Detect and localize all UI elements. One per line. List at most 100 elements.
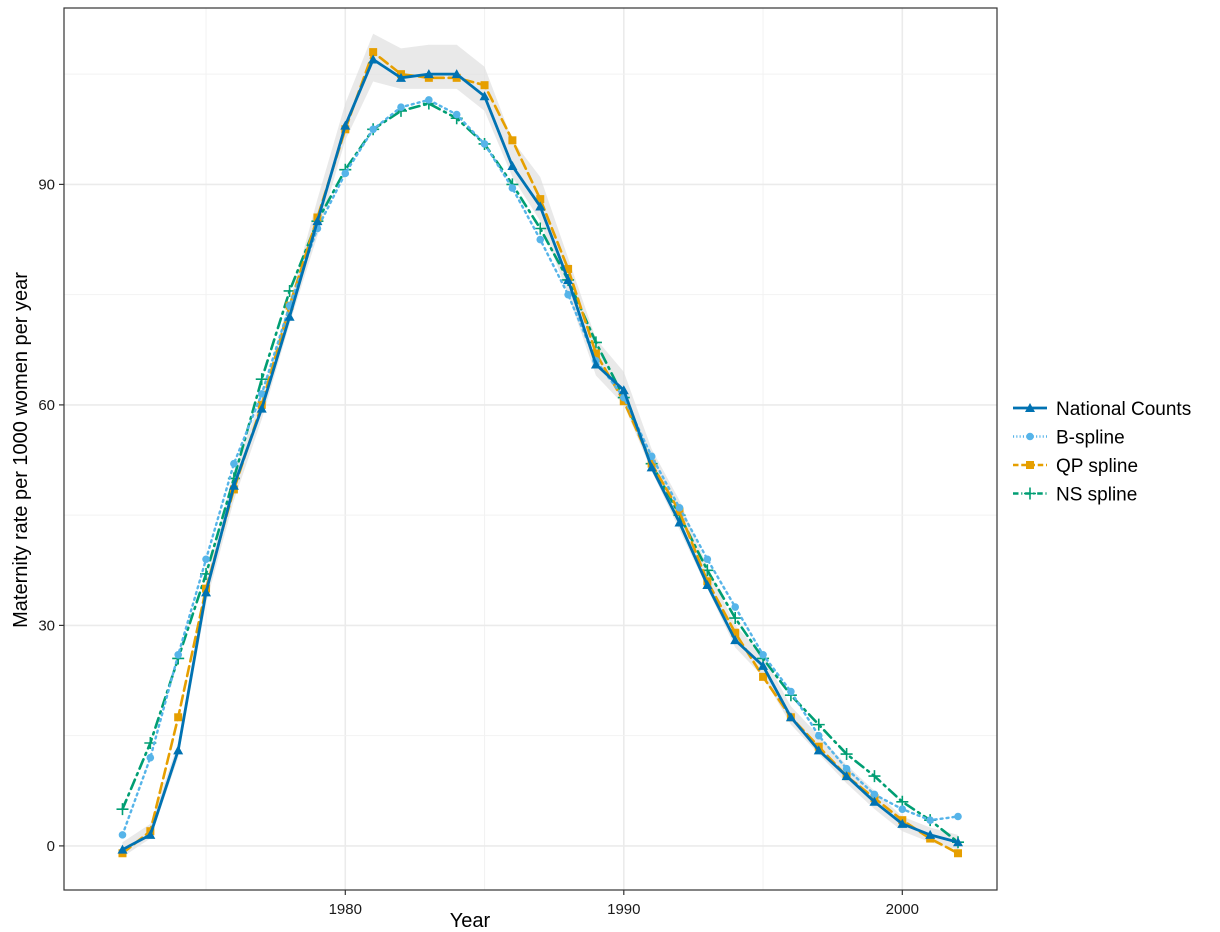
point-national-counts [730,635,741,645]
legend-label: QP spline [1056,456,1138,477]
x-tick-label: 1990 [607,901,640,918]
y-axis-title: Maternity rate per 1000 women per year [10,272,32,628]
point-b-spline [508,184,517,192]
point-national-counts [395,72,406,82]
x-axis-title: Year [450,910,491,932]
y-tick-label: 30 [38,617,55,634]
point-national-counts [340,120,351,130]
point-b-spline [870,790,879,799]
point-national-counts [228,480,239,490]
point-b-spline [759,651,767,659]
y-axis: 0 30 60 90 [38,176,64,855]
legend-marker-national-counts [1025,403,1035,412]
point-national-counts [173,745,184,755]
plot-border [63,7,998,891]
point-national-counts [256,403,267,413]
legend-marker-ns-spline [1024,487,1036,500]
point-b-spline [118,831,127,839]
point-ns-spline [534,222,547,235]
point-b-spline [842,764,851,773]
point-ns-spline [116,803,129,816]
point-b-spline [814,731,823,740]
point-qp-spline [174,713,183,722]
point-b-spline [146,753,155,762]
point-qp-spline [731,628,740,637]
point-ns-spline [729,612,742,625]
series-layer [116,48,965,858]
point-qp-spline [591,349,600,358]
legend-label: B-spline [1056,428,1125,449]
point-national-counts [897,818,908,828]
point-national-counts [813,745,824,755]
legend-label: National Counts [1056,399,1191,420]
legend-item-ns-spline: NS spline [1013,485,1137,506]
point-national-counts [869,796,880,806]
point-b-spline [425,96,433,104]
point-national-counts [423,69,434,79]
point-b-spline [564,290,572,299]
point-qp-spline [759,672,768,681]
point-qp-spline [536,195,545,204]
point-national-counts [925,829,936,839]
point-national-counts [479,91,490,101]
point-national-counts [368,54,379,64]
legend-marker-qp-spline [1026,461,1034,469]
point-b-spline [369,125,377,134]
point-b-spline [230,459,238,468]
legend: National Counts B-spline QP spline NS splin… [1013,399,1191,506]
point-national-counts [646,462,657,472]
point-b-spline [898,805,907,813]
point-national-counts [563,274,574,284]
point-ns-spline [868,770,881,783]
point-b-spline [787,687,795,696]
x-tick-label: 2000 [886,901,919,918]
point-national-counts [674,517,685,527]
legend-label: NS spline [1056,485,1137,506]
point-qp-spline [480,81,489,90]
point-national-counts [841,771,852,781]
legend-marker-b-spline [1026,432,1034,441]
point-national-counts [507,161,518,171]
point-b-spline [954,812,962,821]
point-b-spline [202,555,210,564]
plot-background [64,8,997,890]
point-national-counts [117,844,128,854]
y-tick-label: 60 [38,397,55,414]
point-national-counts [953,837,964,847]
point-b-spline [926,816,934,824]
legend-item-national-counts: National Counts [1013,399,1191,420]
x-axis: 1980 1990 2000 [329,890,919,918]
point-ns-spline [255,373,268,386]
point-b-spline [257,390,266,398]
point-national-counts [785,712,796,722]
point-national-counts [758,660,769,670]
point-b-spline [480,140,489,148]
point-b-spline [341,169,350,178]
point-national-counts [201,587,212,597]
point-national-counts [145,829,156,839]
point-national-counts [618,385,629,395]
point-b-spline [731,603,740,611]
point-national-counts [284,311,295,321]
point-national-counts [451,69,462,79]
series-national-counts [117,54,964,854]
point-b-spline [703,555,712,564]
point-b-spline [174,651,182,659]
point-national-counts [702,579,713,589]
legend-item-qp-spline: QP spline [1013,456,1138,477]
point-qp-spline [564,264,573,273]
point-b-spline [452,110,461,119]
y-tick-label: 0 [47,838,55,855]
point-ns-spline [812,718,825,731]
point-national-counts [312,216,323,226]
point-ns-spline [840,748,853,761]
point-national-counts [535,201,546,211]
point-national-counts [590,359,601,369]
legend-item-b-spline: B-spline [1013,428,1125,449]
point-b-spline [397,103,405,112]
point-b-spline [675,504,684,512]
point-b-spline [536,235,545,244]
x-tick-label: 1980 [329,901,362,918]
point-qp-spline [508,136,517,145]
